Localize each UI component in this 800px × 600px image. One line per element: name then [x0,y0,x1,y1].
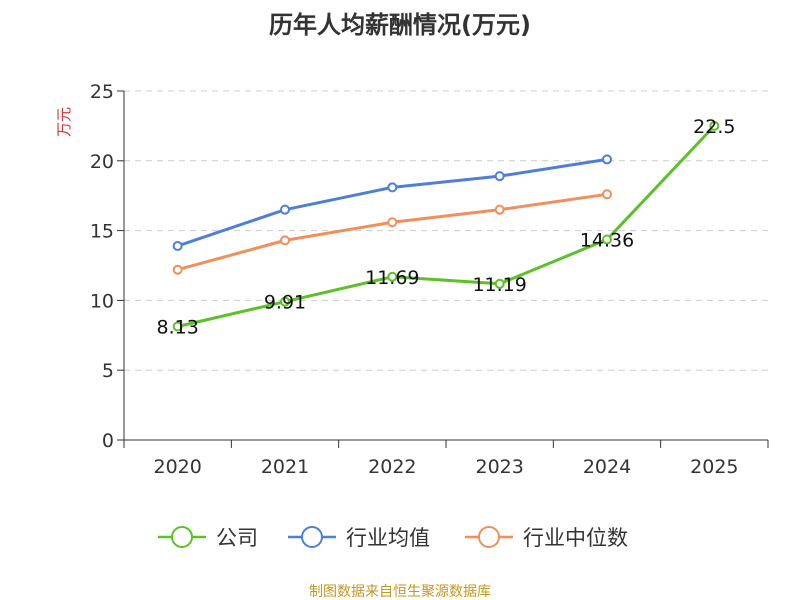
legend-label: 公司 [216,526,258,550]
x-tick-label: 2023 [475,456,523,478]
y-tick-label: 0 [102,430,114,452]
data-label: 11.19 [472,274,526,296]
data-point [172,264,183,275]
data-point [387,182,398,193]
legend-marker [478,526,500,548]
data-point [602,189,612,200]
data-point [280,235,290,246]
chart-title: 历年人均薪酬情况(万元) [269,11,531,39]
y-tick-label: 5 [102,360,114,382]
data-label: 8.13 [157,317,199,339]
x-tick-label: 2021 [261,456,309,478]
data-label: 11.69 [365,267,419,289]
source-note: 制图数据来自恒生聚源数据库 [309,584,491,600]
series-line-2 [177,192,608,272]
data-point [387,217,398,228]
data-point [494,171,505,182]
data-label: 22.5 [693,116,735,138]
y-tick-label: 15 [90,221,114,243]
x-tick-label: 2022 [368,456,416,478]
data-point [602,154,612,165]
data-point [280,296,290,307]
data-point [280,204,290,215]
data-point [494,278,505,289]
y-axis-label: 万元 [55,107,73,137]
series-line-0 [177,124,716,328]
data-point [602,234,612,245]
data-point [387,271,398,282]
x-tick-label: 2024 [583,456,631,478]
y-tick-label: 25 [90,81,114,103]
legend-marker [301,526,323,548]
y-tick-label: 20 [90,151,114,173]
legend: 公司 行业均值 行业中位数 [158,526,628,550]
data-point [172,321,183,332]
data-point [709,120,720,131]
legend-marker [171,526,193,548]
data-label: 14.36 [580,230,634,252]
grid-layer [124,90,768,371]
x-tick-label: 2020 [153,456,201,478]
x-tick-label: 2025 [690,456,738,478]
series-layer [172,120,720,332]
data-point [494,204,505,215]
legend-label: 行业均值 [346,526,430,550]
data-label: 9.91 [264,292,306,314]
data-label-layer: 8.13 9.91 11.69 11.19 14.36 22.5 [157,116,736,339]
data-point [172,240,183,251]
y-tick-label: 10 [90,290,114,312]
legend-label: 行业中位数 [523,526,628,550]
